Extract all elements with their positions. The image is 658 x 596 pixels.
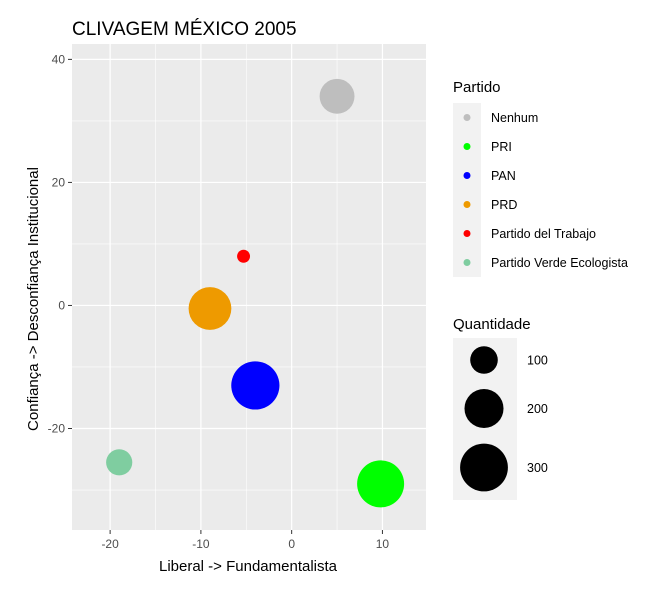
data-point	[357, 460, 405, 508]
size-legend-key	[470, 346, 498, 374]
x-axis-ticks: -20 -10 0 10	[101, 530, 389, 551]
color-legend-key-background	[453, 103, 481, 277]
y-tick-label: 40	[52, 52, 66, 66]
y-axis-title: Confiança -> Desconfiança Institucional	[25, 167, 42, 431]
x-tick-label: 10	[376, 537, 390, 551]
color-legend-label: Nenhum	[491, 111, 538, 125]
x-tick-label: 0	[288, 537, 295, 551]
color-legend: Partido Nenhum PRI PAN PRD Partido del Traba…	[453, 79, 628, 277]
size-legend-title: Quantidade	[453, 316, 531, 333]
size-legend-key	[460, 443, 508, 492]
color-legend-key	[463, 114, 471, 121]
size-legend-key	[464, 388, 504, 429]
chart-title: CLIVAGEM MÉXICO 2005	[72, 19, 297, 40]
color-legend-label: Partido Verde Ecologista	[491, 256, 628, 270]
size-legend: Quantidade 100 200 300	[453, 316, 548, 500]
y-axis-ticks: -20 0 20 40	[48, 52, 72, 435]
x-axis-title: Liberal -> Fundamentalista	[159, 558, 338, 575]
color-legend-label: PRD	[491, 198, 517, 212]
size-legend-label: 300	[527, 461, 548, 475]
y-tick-label: -20	[48, 421, 66, 435]
data-point	[231, 361, 280, 410]
plot-panel	[72, 44, 426, 530]
data-point	[237, 249, 251, 263]
y-tick-label: 0	[58, 298, 65, 312]
color-legend-label: PRI	[491, 140, 512, 154]
minor-gridlines	[72, 44, 426, 530]
color-legend-key	[463, 259, 471, 266]
y-tick-label: 20	[52, 175, 66, 189]
size-legend-label: 100	[527, 354, 548, 368]
color-legend-label: Partido del Trabajo	[491, 227, 596, 241]
size-legend-label: 200	[527, 402, 548, 416]
data-point	[188, 287, 232, 330]
major-gridlines	[72, 44, 426, 530]
x-tick-label: -20	[101, 537, 119, 551]
color-legend-key	[463, 172, 471, 179]
color-legend-label: PAN	[491, 169, 516, 183]
color-legend-key	[463, 201, 471, 208]
data-points	[106, 78, 405, 508]
color-legend-title: Partido	[453, 79, 501, 96]
data-point	[106, 449, 133, 476]
data-point	[319, 78, 355, 114]
x-tick-label: -10	[192, 537, 210, 551]
color-legend-key	[463, 143, 471, 150]
color-legend-key	[463, 230, 471, 237]
